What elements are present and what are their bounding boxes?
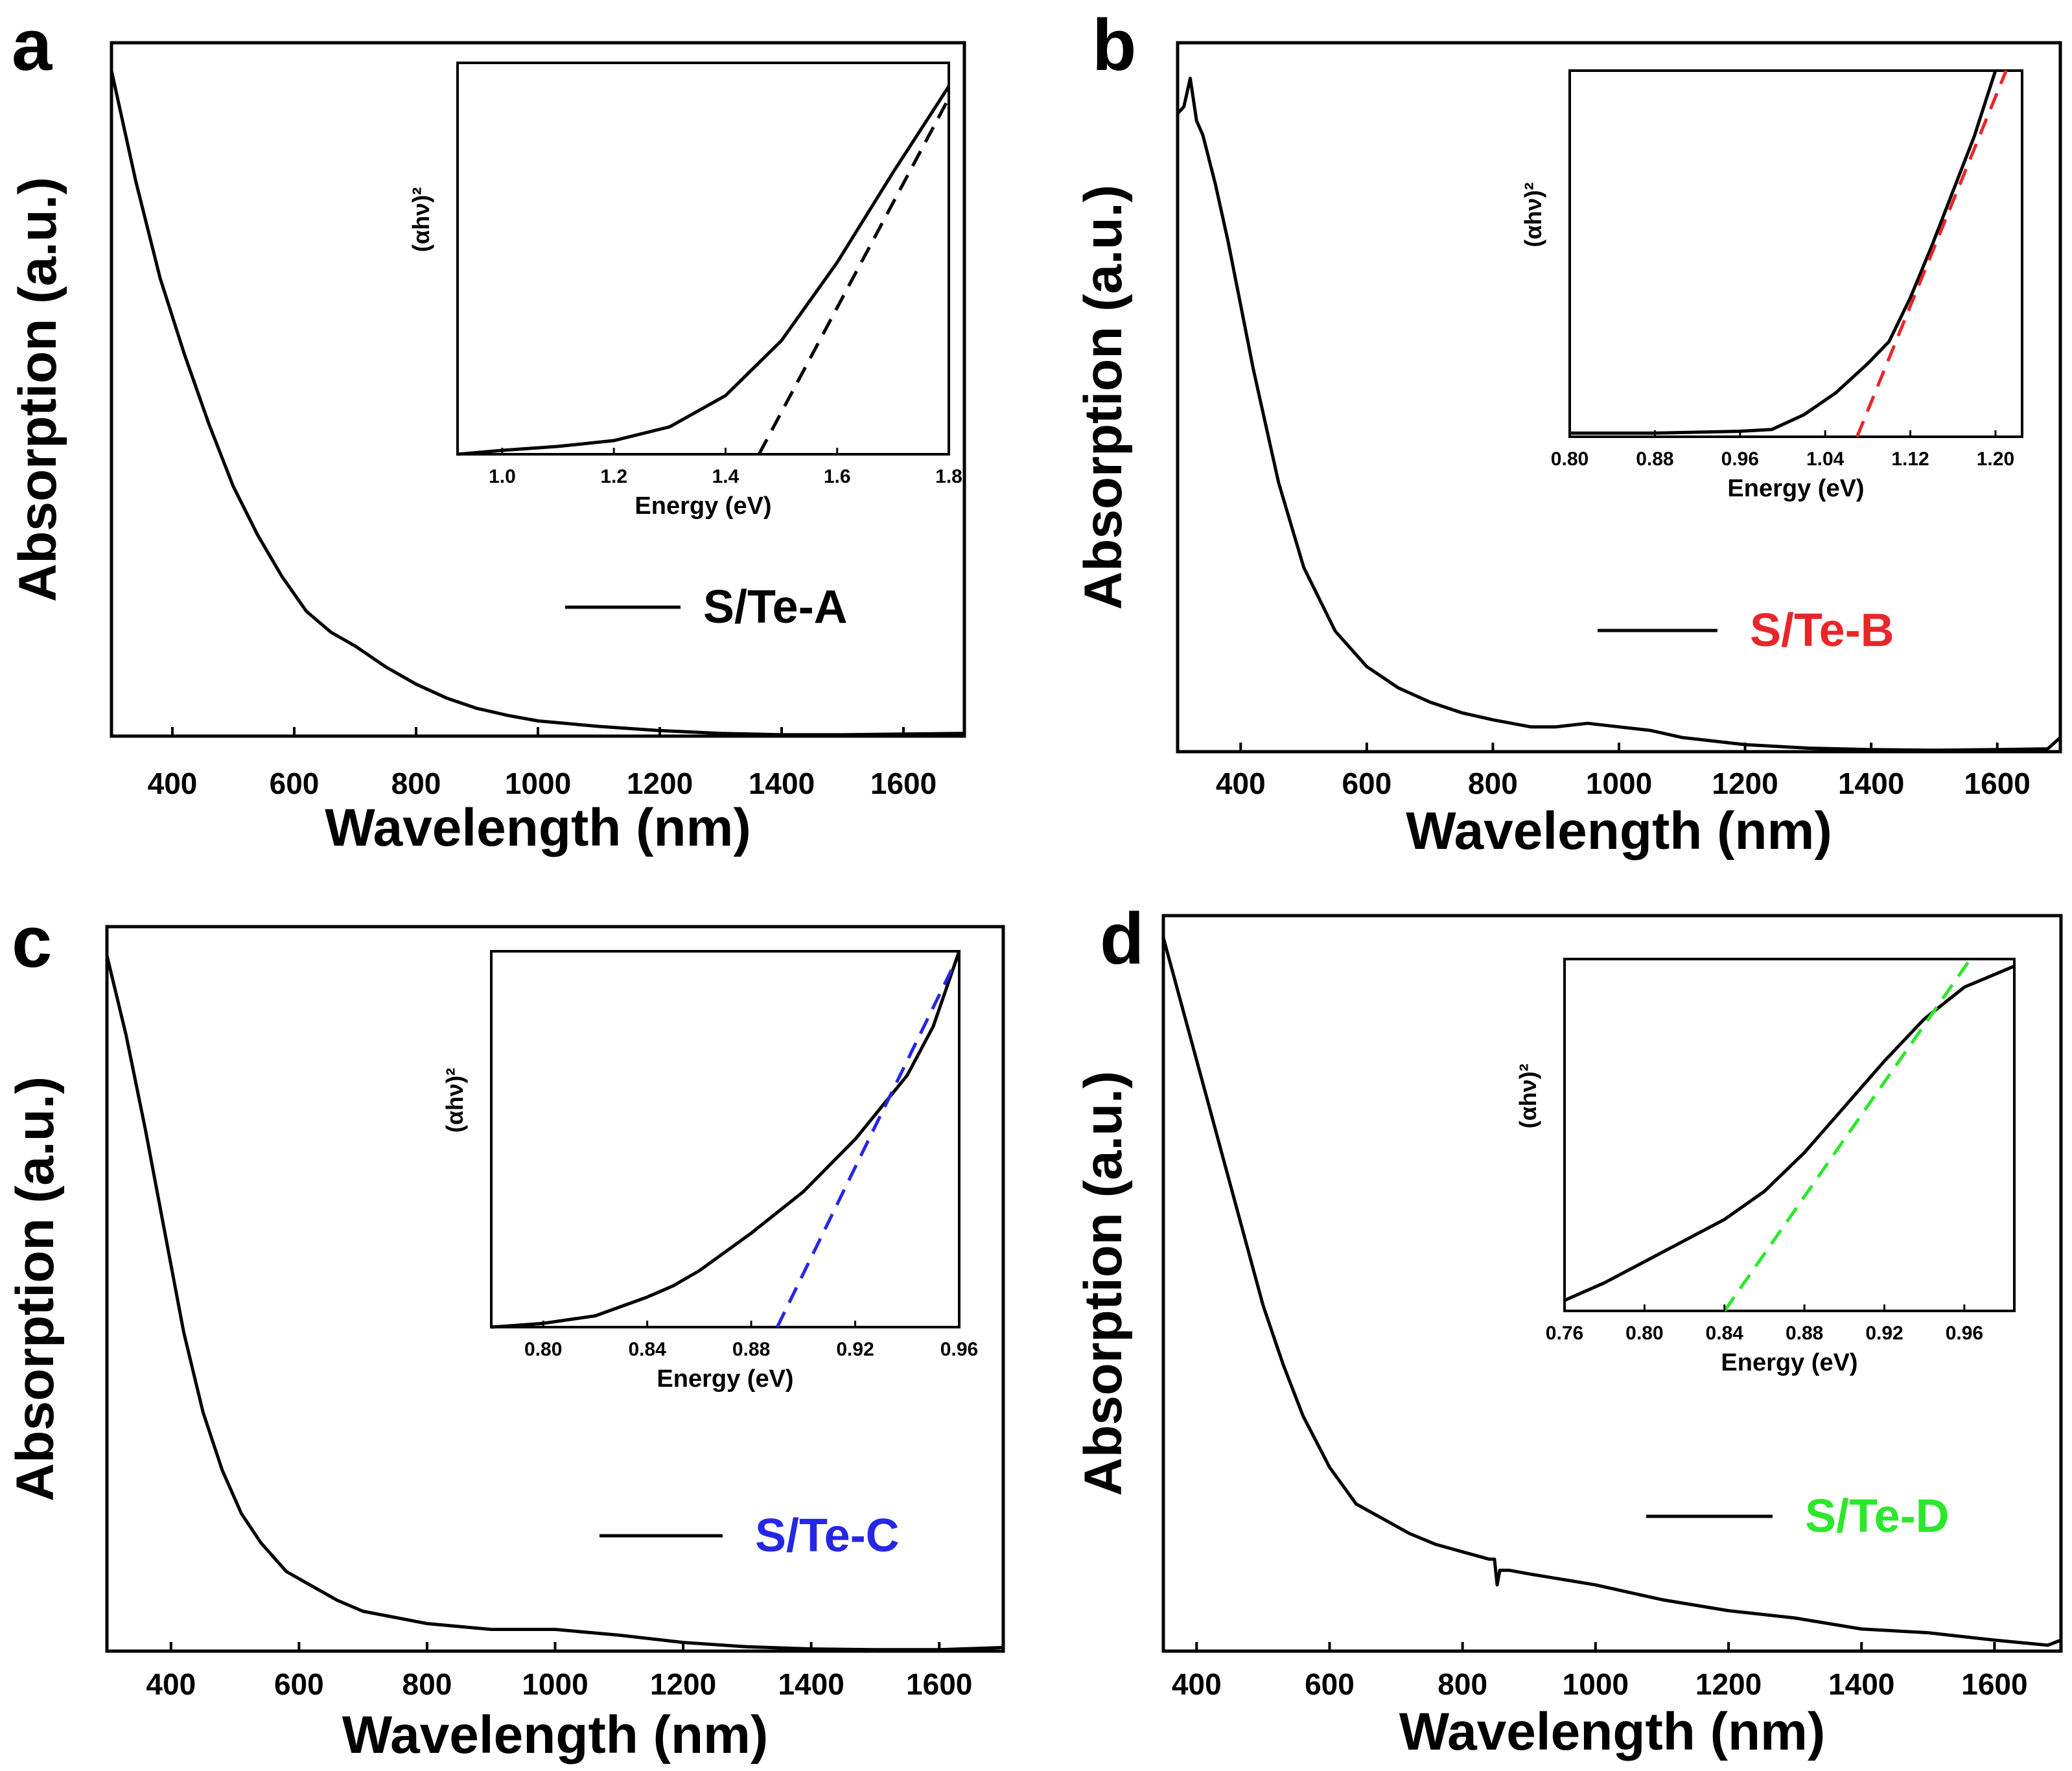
- inset-frame: [490, 950, 960, 1328]
- inset-x-tick-label: 1.20: [1977, 448, 2014, 470]
- inset-y-axis-label: (αhν)²: [408, 187, 434, 252]
- inset: 1.0 1.2 1.4 1.6 1.8 Energy (eV) (αhν)²: [408, 62, 962, 520]
- inset-x-tick-label: 0.88: [1786, 1323, 1823, 1344]
- inset-x-tick-label: 0.96: [1946, 1323, 1983, 1344]
- inset-curve: [491, 951, 961, 1329]
- inset-frame: [1568, 69, 2023, 438]
- y-axis-label: Absorption (a.u.): [1074, 185, 1133, 610]
- x-tick-label: 1200: [1695, 1667, 1762, 1701]
- x-tick-label: 800: [1438, 1667, 1487, 1701]
- panel-letter: a: [12, 5, 52, 86]
- x-tick-label: 1600: [870, 767, 937, 800]
- x-tick-label: 1000: [1586, 767, 1652, 800]
- inset-x-tick-label: 0.96: [940, 1339, 978, 1360]
- x-axis-label: Wavelength (nm): [325, 798, 751, 857]
- series-line: [105, 955, 1004, 1652]
- series-line: [1176, 76, 2062, 752]
- x-tick-label: 1400: [1828, 1667, 1894, 1701]
- inset-fit-line: [1723, 958, 1972, 1312]
- inset-x-axis-label: Energy (eV): [1721, 1349, 1857, 1376]
- inset-x-axis-label: Energy (eV): [1727, 475, 1864, 502]
- plot-frame: [1161, 914, 2063, 1653]
- inset-x-tick-label: 0.92: [836, 1339, 874, 1360]
- inset-x-tick-label: 0.92: [1865, 1323, 1903, 1344]
- legend-label: S/Te-D: [1805, 1490, 1950, 1542]
- inset-x-tick-label: 0.88: [732, 1339, 770, 1360]
- x-tick-label: 1600: [1961, 1667, 2027, 1701]
- x-tick-label: 800: [391, 767, 441, 800]
- inset-x-tick-label: 1.12: [1891, 448, 1929, 470]
- x-tick-label: 800: [1468, 767, 1518, 800]
- inset-x-tick-label: 1.6: [824, 466, 851, 487]
- panel-d: d 400 600 800 1000 1200 1400 1600 Wavelength (nm…: [1074, 898, 2063, 1761]
- x-tick-label: 1400: [1838, 767, 1904, 800]
- x-tick-label: 1200: [1712, 767, 1778, 800]
- inset-x-tick-label: 1.2: [600, 466, 627, 487]
- x-tick-label: 1600: [906, 1667, 972, 1701]
- inset-curve: [457, 85, 951, 456]
- legend-label: S/Te-C: [755, 1510, 900, 1562]
- legend-label: S/Te-A: [703, 581, 848, 633]
- inset-x-tick-label: 0.80: [1551, 448, 1589, 470]
- inset-fit-line: [775, 969, 953, 1328]
- inset-y-axis-label: (αhν)²: [1515, 1063, 1541, 1128]
- y-axis-label: Absorption (a.u.): [8, 177, 67, 602]
- x-axis-label: Wavelength (nm): [1406, 802, 1832, 861]
- inset-x-tick-label: 0.80: [524, 1339, 562, 1360]
- panel-c: c 400 600 800 1000 1200 1400 1600 Wavelength (nm…: [6, 901, 1005, 1765]
- inset: 0.76 0.80 0.84 0.88 0.92 0.96 Energy (eV) (αhν)…: [1515, 958, 2016, 1376]
- series-line: [1161, 937, 2062, 1647]
- legend-label: S/Te-B: [1750, 605, 1894, 656]
- inset-x-axis-label: Energy (eV): [657, 1365, 793, 1393]
- panel-letter: c: [12, 901, 52, 982]
- inset-y-axis-label: (αhν)²: [1520, 182, 1546, 247]
- inset-frame: [1563, 958, 2016, 1312]
- x-tick-label: 1200: [627, 767, 693, 800]
- inset-x-tick-label: 0.96: [1721, 448, 1759, 470]
- x-axis-label: Wavelength (nm): [1399, 1702, 1826, 1761]
- inset-x-axis-label: Energy (eV): [634, 492, 771, 520]
- x-tick-label: 600: [1342, 767, 1391, 800]
- x-tick-label: 800: [402, 1667, 452, 1701]
- x-tick-label: 1400: [749, 767, 815, 800]
- x-tick-label: 600: [1305, 1667, 1355, 1701]
- x-tick-label: 400: [1216, 767, 1266, 800]
- x-tick-label: 400: [1172, 1667, 1222, 1701]
- inset-x-tick-label: 0.84: [628, 1339, 666, 1360]
- inset-x-tick-label: 0.84: [1706, 1323, 1744, 1344]
- inset: 0.80 0.84 0.88 0.92 0.96 Energy (eV) (αhν)²: [441, 950, 978, 1393]
- inset-fit-line: [1856, 70, 2008, 437]
- x-tick-label: 1400: [778, 1667, 844, 1701]
- x-tick-label: 1600: [1964, 767, 2031, 800]
- inset-fit-line: [757, 97, 951, 456]
- series-line: [110, 70, 965, 737]
- x-tick-label: 1000: [522, 1667, 588, 1701]
- inset-x-tick-label: 0.76: [1546, 1323, 1583, 1344]
- inset-x-tick-label: 1.04: [1806, 448, 1845, 470]
- inset-x-tick-label: 0.80: [1625, 1323, 1663, 1344]
- inset-x-tick-label: 0.88: [1636, 448, 1673, 470]
- inset-x-tick-label: 1.0: [489, 466, 516, 487]
- x-tick-label: 400: [148, 767, 198, 800]
- x-tick-label: 400: [146, 1667, 196, 1701]
- y-axis-label: Absorption (a.u.): [6, 1076, 65, 1501]
- panel-letter: b: [1092, 5, 1136, 86]
- inset-x-tick-label: 1.8: [935, 466, 962, 487]
- inset-x-tick-label: 1.4: [712, 466, 739, 487]
- inset-frame: [456, 62, 950, 456]
- panel-a: a 400 600 800 1000 1200 1400 1600 Wavelength (nm…: [8, 5, 966, 857]
- x-axis-label: Wavelength (nm): [342, 1706, 769, 1765]
- x-tick-label: 600: [274, 1667, 324, 1701]
- x-tick-label: 1000: [1563, 1667, 1629, 1701]
- panel-b: b 400 600 800 1000 1200 1400 1600 Wavelength (nm…: [1074, 5, 2062, 861]
- x-tick-label: 1000: [505, 767, 571, 800]
- inset: 0.80 0.88 0.96 1.04 1.12 1.20 Energy (eV) (αhν)…: [1520, 69, 2023, 502]
- x-tick-label: 1200: [650, 1667, 716, 1701]
- inset-y-axis-label: (αhν)²: [441, 1068, 468, 1133]
- x-tick-label: 600: [270, 767, 320, 800]
- panel-letter: d: [1100, 898, 1144, 979]
- y-axis-label: Absorption (a.u.): [1074, 1071, 1133, 1496]
